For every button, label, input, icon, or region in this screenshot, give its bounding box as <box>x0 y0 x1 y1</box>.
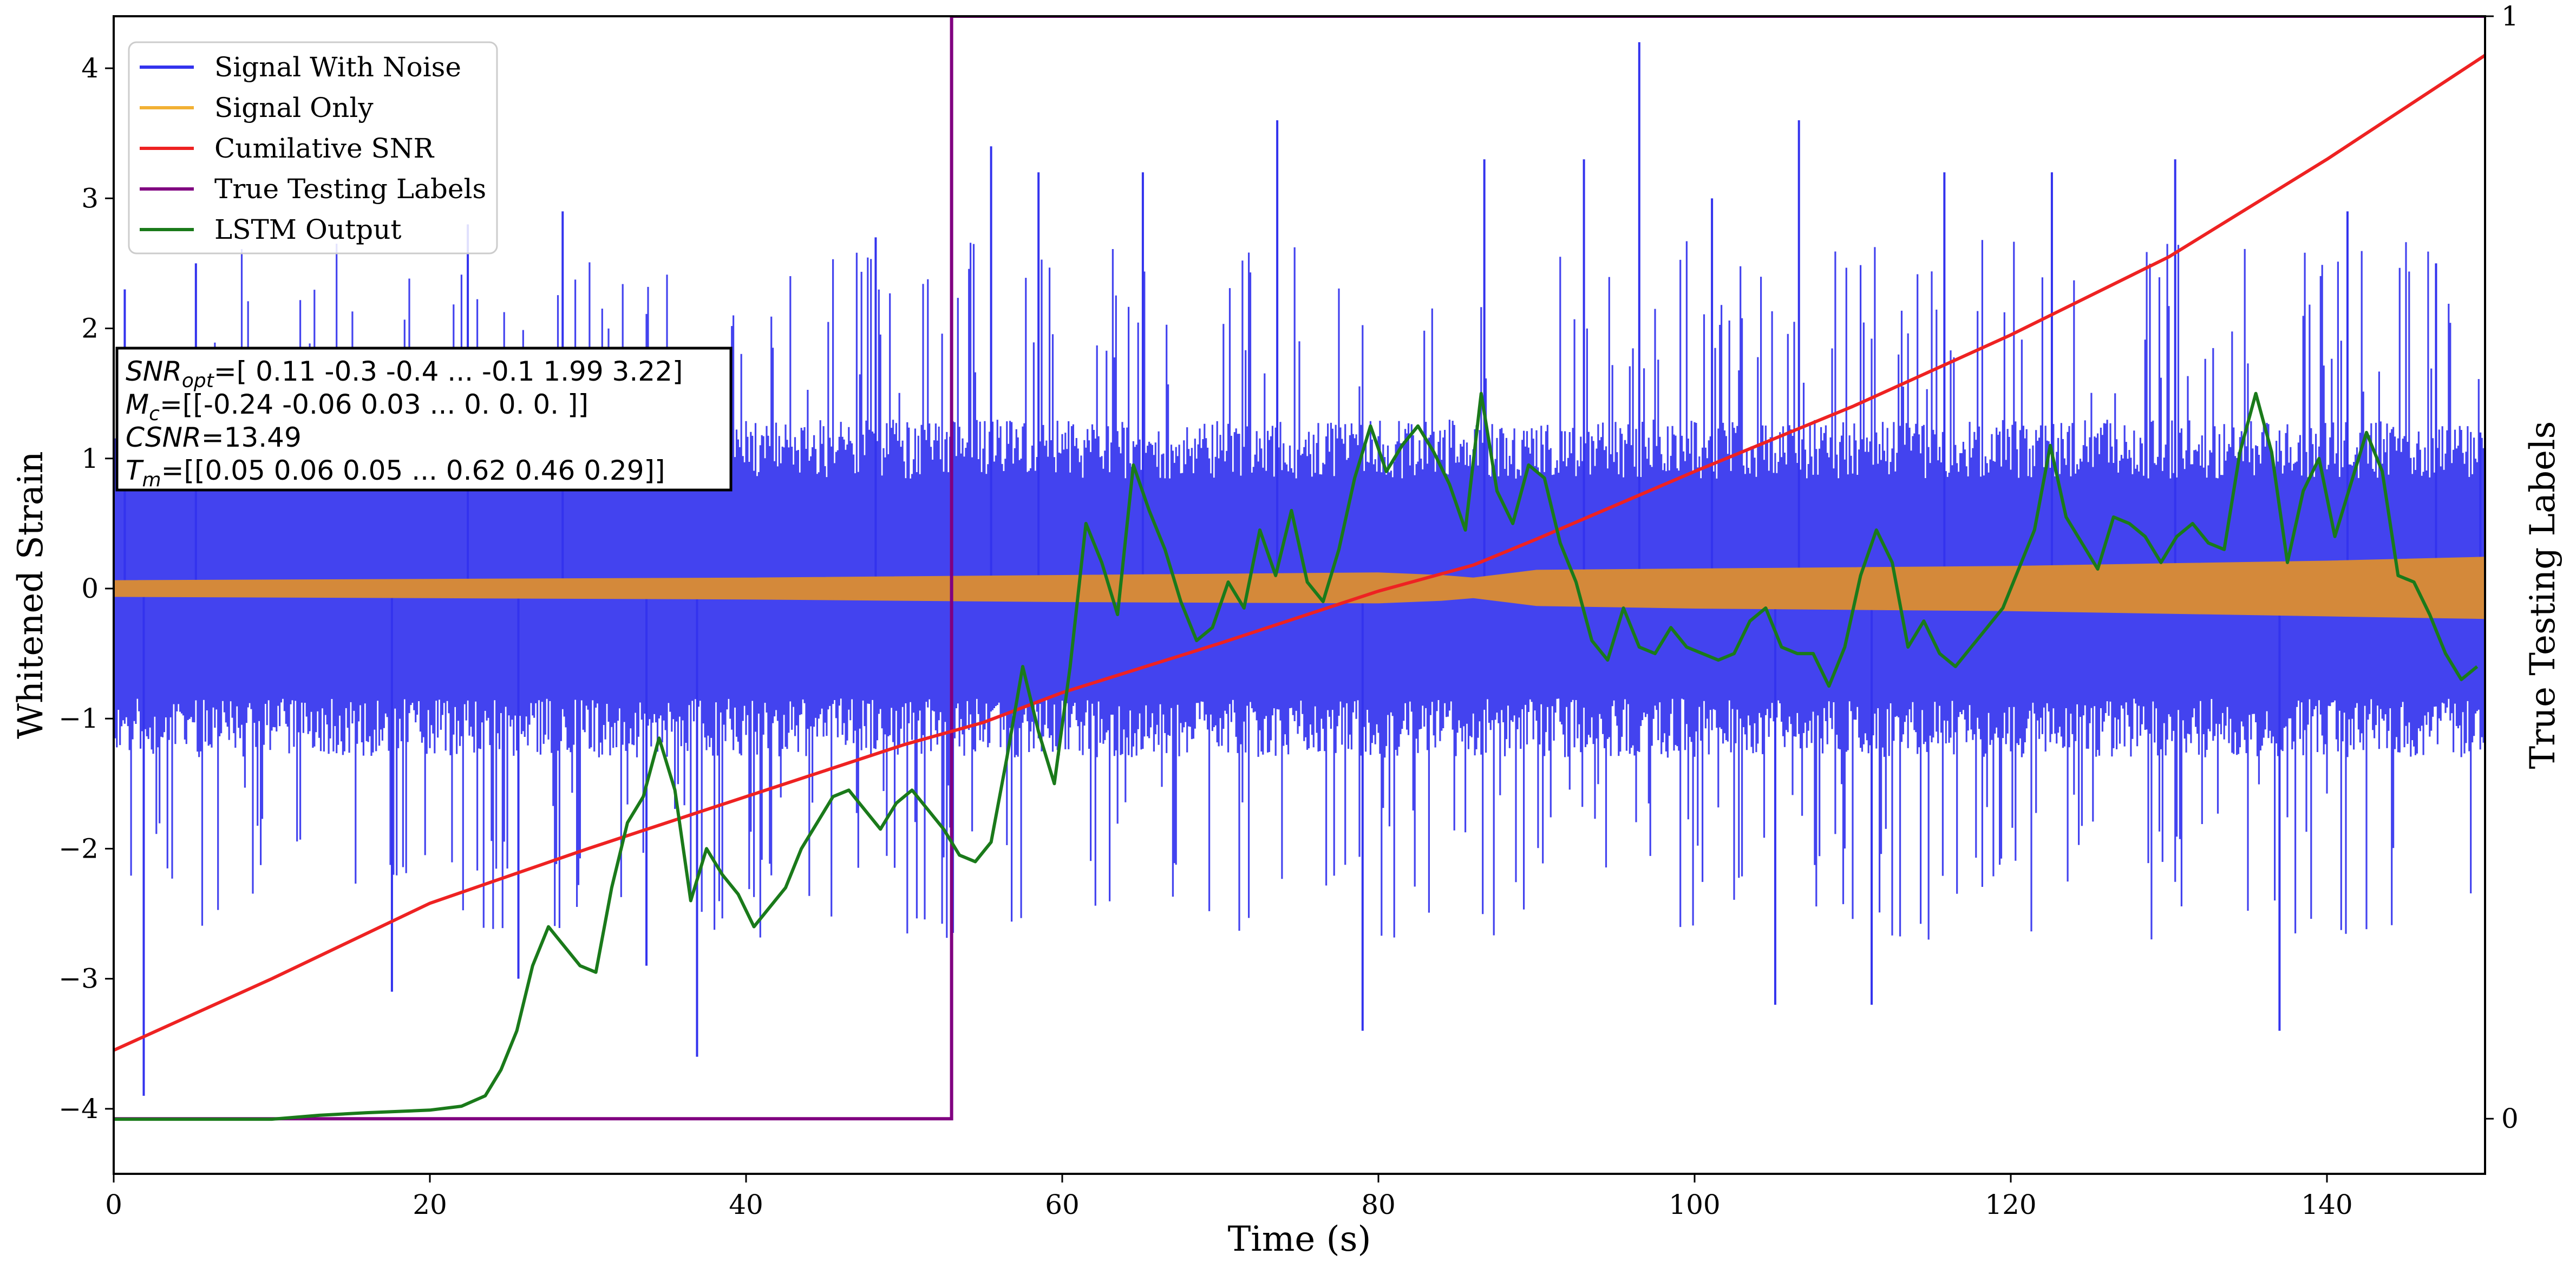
x-tick-label: 140 <box>2301 1189 2352 1220</box>
annotation-value: =13.49 <box>201 422 302 453</box>
annotation-line: Tm=[[0.05 0.06 0.05 ... 0.62 0.46 0.29]] <box>126 455 665 491</box>
cumilative-snr-series <box>114 54 2485 1052</box>
x-axis-title: Time (s) <box>1228 1219 1371 1259</box>
x-tick-label: 100 <box>1669 1189 1720 1220</box>
y-tick-label: −1 <box>58 703 99 734</box>
legend-label: Signal Only <box>214 92 374 123</box>
x-tick-label: 20 <box>413 1189 447 1220</box>
annotation-box: SNRopt=[ 0.11 -0.3 -0.4 ... -0.1 1.99 3.… <box>115 347 733 492</box>
annotation-subscript: c <box>149 403 160 425</box>
annotation-value: =[[-0.24 -0.06 0.03 ... 0. 0. 0. ]] <box>160 389 589 420</box>
y-tick-label: 1 <box>81 443 99 474</box>
legend-label: True Testing Labels <box>214 173 486 205</box>
y-tick-label: 4 <box>81 53 99 84</box>
y-axis-title: Whitened Strain <box>11 451 51 739</box>
x-tick-label: 120 <box>1985 1189 2036 1220</box>
signal-only-series <box>114 557 2485 619</box>
annotation-frame <box>115 347 733 492</box>
y-tick-label: −3 <box>58 963 99 995</box>
y2-axis-ticks: 01 <box>2485 1 2519 1134</box>
x-tick-label: 0 <box>105 1189 122 1220</box>
y-tick-label: −2 <box>58 833 99 864</box>
annotation-symbol: M <box>126 389 149 420</box>
y-axis-ticks: −4 −3 −2 −1 0 1 2 3 4 <box>58 53 114 1125</box>
y-tick-label: −4 <box>58 1093 99 1125</box>
signal-only-envelope <box>114 557 2485 619</box>
annotation-symbol: CSNR <box>126 422 201 453</box>
legend-label: Cumilative SNR <box>214 133 434 164</box>
x-axis-ticks: 0 20 40 60 80 100 120 140 <box>105 1174 2353 1220</box>
lstm-output-series <box>114 391 2479 1121</box>
annotation-value: =[ 0.11 -0.3 -0.4 ... -0.1 1.99 3.22] <box>214 356 683 387</box>
annotation-subscript: m <box>142 469 161 491</box>
x-tick-label: 40 <box>729 1189 763 1220</box>
y2-axis-title: True Testing Labels <box>2523 421 2563 769</box>
x-tick-label: 80 <box>1361 1189 1396 1220</box>
annotation-symbol: T <box>126 455 144 486</box>
plot-frame <box>113 15 2486 1175</box>
true-testing-labels-line <box>114 16 2485 1121</box>
y-tick-label: 3 <box>81 182 99 214</box>
annotation-line: SNRopt=[ 0.11 -0.3 -0.4 ... -0.1 1.99 3.… <box>126 356 683 392</box>
lstm-output-line <box>114 391 2479 1121</box>
annotation-line: Mc=[[-0.24 -0.06 0.03 ... 0. 0. 0. ]] <box>126 389 589 425</box>
legend-label: Signal With Noise <box>214 51 461 83</box>
y-tick-label: 2 <box>81 313 99 344</box>
y2-tick-label: 1 <box>2501 1 2519 32</box>
legend: Signal With Noise Signal Only Cumilative S… <box>128 41 498 254</box>
annotation-subscript: opt <box>182 370 215 392</box>
x-tick-label: 60 <box>1045 1189 1080 1220</box>
annotation-value: =[[0.05 0.06 0.05 ... 0.62 0.46 0.29]] <box>161 455 665 486</box>
annotation-symbol: SNR <box>126 356 182 387</box>
y2-tick-label: 0 <box>2501 1103 2519 1134</box>
legend-box <box>128 41 498 254</box>
y-tick-label: 0 <box>81 573 99 604</box>
true-testing-labels-series <box>114 16 2485 1121</box>
cumilative-snr-line <box>114 54 2485 1052</box>
annotation-line: CSNR=13.49 <box>126 422 302 453</box>
legend-label: LSTM Output <box>214 214 401 245</box>
plot-area <box>114 16 2485 1121</box>
